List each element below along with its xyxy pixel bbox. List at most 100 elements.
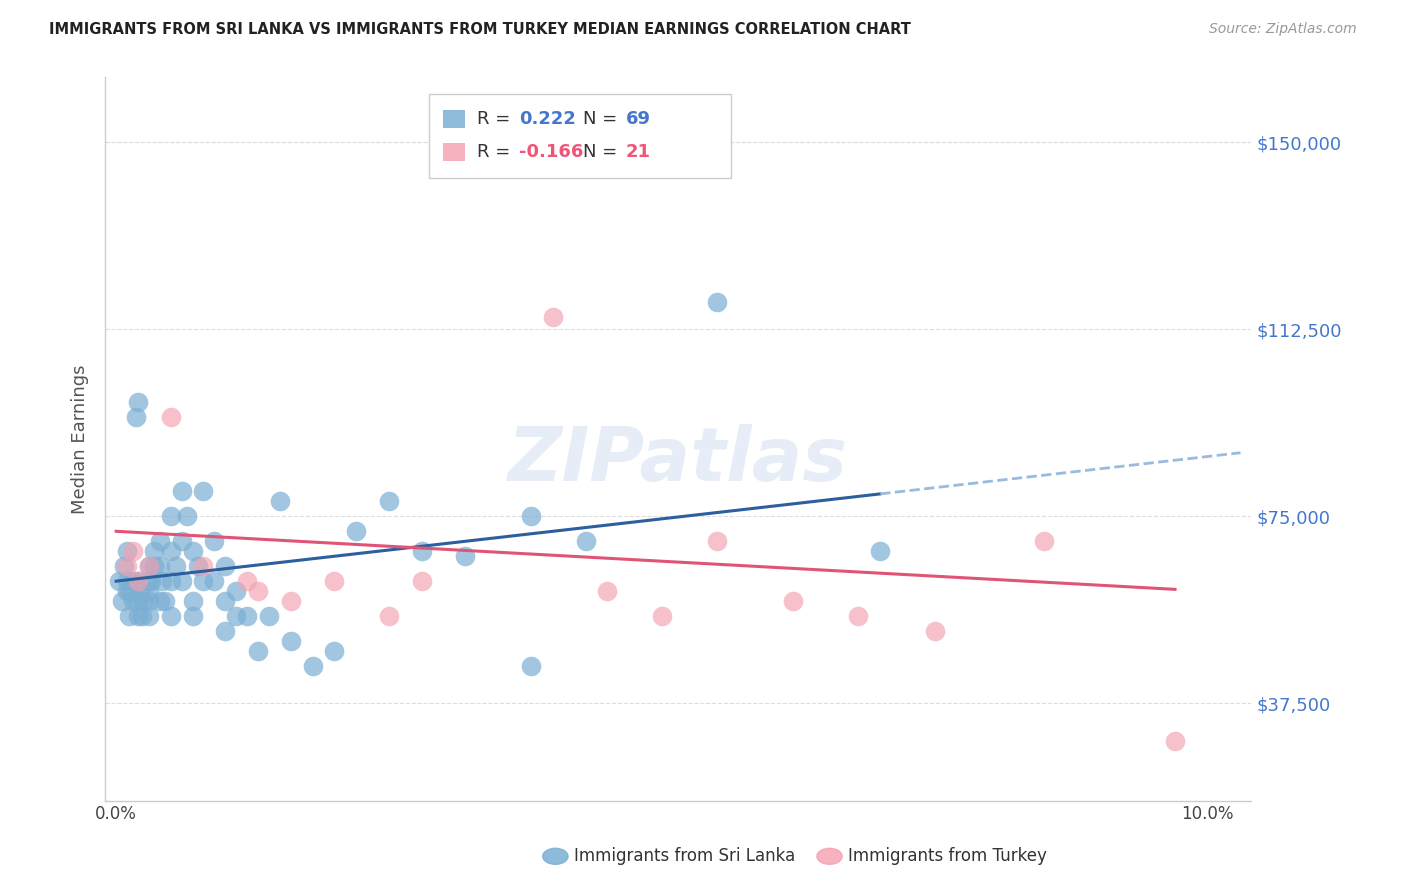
- Point: [159, 409, 181, 424]
- Point: [247, 584, 270, 599]
- Point: [159, 574, 181, 589]
- Point: [159, 544, 181, 558]
- Point: [131, 609, 153, 624]
- Point: [411, 544, 433, 558]
- Text: Immigrants from Turkey: Immigrants from Turkey: [848, 847, 1046, 865]
- Point: [214, 594, 236, 608]
- Text: N =: N =: [583, 110, 623, 128]
- Point: [108, 574, 131, 589]
- Point: [411, 574, 433, 589]
- Point: [110, 594, 132, 608]
- Text: -0.166: -0.166: [519, 143, 583, 161]
- Text: N =: N =: [583, 143, 623, 161]
- Point: [121, 544, 143, 558]
- Point: [202, 534, 225, 549]
- Text: 69: 69: [626, 110, 651, 128]
- Point: [280, 634, 302, 648]
- Point: [149, 534, 172, 549]
- Point: [138, 559, 160, 574]
- Point: [118, 609, 141, 624]
- Point: [121, 574, 143, 589]
- Point: [924, 624, 946, 638]
- Point: [596, 584, 619, 599]
- Point: [202, 574, 225, 589]
- Point: [138, 559, 160, 574]
- Point: [269, 494, 291, 508]
- Point: [127, 609, 149, 624]
- Point: [236, 609, 259, 624]
- Point: [706, 294, 728, 309]
- Point: [121, 594, 143, 608]
- Point: [115, 574, 138, 589]
- Point: [138, 574, 160, 589]
- Point: [706, 534, 728, 549]
- Point: [120, 584, 142, 599]
- Point: [159, 509, 181, 524]
- Point: [150, 574, 173, 589]
- Point: [651, 609, 673, 624]
- Point: [181, 594, 204, 608]
- Point: [127, 594, 149, 608]
- Point: [170, 574, 193, 589]
- Point: [247, 644, 270, 658]
- Point: [149, 559, 172, 574]
- Text: Source: ZipAtlas.com: Source: ZipAtlas.com: [1209, 22, 1357, 37]
- Y-axis label: Median Earnings: Median Earnings: [72, 364, 89, 514]
- Point: [454, 549, 477, 564]
- Point: [125, 409, 148, 424]
- Point: [214, 559, 236, 574]
- Point: [138, 594, 160, 608]
- Point: [280, 594, 302, 608]
- Point: [149, 594, 172, 608]
- Point: [214, 624, 236, 638]
- Point: [112, 559, 135, 574]
- Point: [129, 584, 152, 599]
- Point: [115, 559, 138, 574]
- Point: [181, 544, 204, 558]
- Point: [257, 609, 280, 624]
- Text: 21: 21: [626, 143, 651, 161]
- Point: [782, 594, 804, 608]
- Point: [155, 594, 177, 608]
- Point: [848, 609, 870, 624]
- Point: [127, 574, 149, 589]
- Point: [301, 659, 323, 673]
- Point: [127, 574, 149, 589]
- Point: [869, 544, 891, 558]
- Point: [520, 659, 543, 673]
- Point: [138, 609, 160, 624]
- Point: [574, 534, 596, 549]
- Point: [378, 494, 401, 508]
- Point: [165, 559, 187, 574]
- Point: [115, 584, 138, 599]
- Point: [170, 484, 193, 499]
- Point: [193, 559, 215, 574]
- Point: [143, 544, 166, 558]
- Point: [323, 574, 346, 589]
- Point: [159, 609, 181, 624]
- Point: [1033, 534, 1056, 549]
- Text: R =: R =: [477, 110, 516, 128]
- Point: [520, 509, 543, 524]
- Point: [138, 584, 160, 599]
- Point: [225, 584, 247, 599]
- Point: [225, 609, 247, 624]
- Point: [127, 394, 149, 409]
- Point: [1164, 733, 1187, 747]
- Text: R =: R =: [477, 143, 516, 161]
- Text: ZIPatlas: ZIPatlas: [509, 425, 848, 497]
- Point: [344, 524, 367, 539]
- Point: [323, 644, 346, 658]
- Point: [170, 534, 193, 549]
- Point: [187, 559, 209, 574]
- Point: [193, 574, 215, 589]
- Point: [541, 310, 564, 324]
- Text: 0.222: 0.222: [519, 110, 575, 128]
- Point: [193, 484, 215, 499]
- Point: [143, 559, 166, 574]
- Point: [378, 609, 401, 624]
- Point: [181, 609, 204, 624]
- Point: [139, 574, 162, 589]
- Point: [132, 594, 155, 608]
- Point: [236, 574, 259, 589]
